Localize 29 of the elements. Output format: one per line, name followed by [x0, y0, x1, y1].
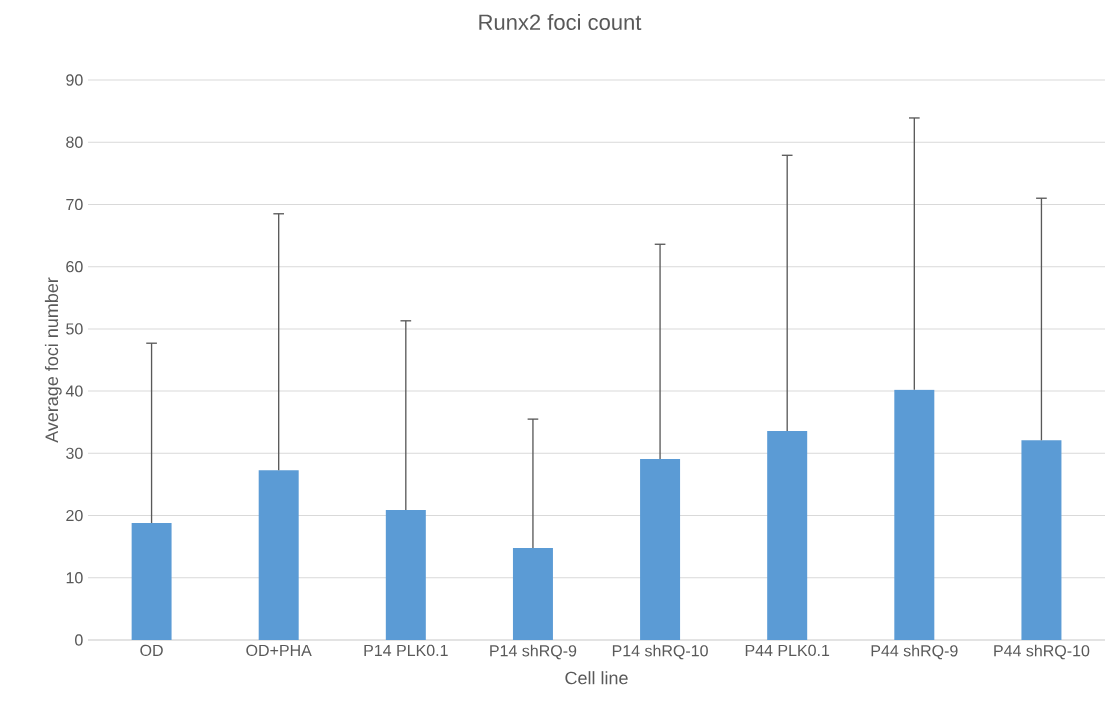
x-tick-label: P44 shRQ-9: [871, 644, 958, 660]
bar: [512, 547, 553, 640]
bar: [258, 470, 299, 640]
y-tick-label: 90: [66, 74, 83, 86]
y-tick-label: 60: [66, 261, 83, 273]
bar: [767, 430, 808, 640]
bar: [894, 389, 935, 640]
y-tick-label: 10: [66, 572, 83, 584]
x-tick-label: OD: [140, 644, 163, 657]
x-tick-label: P44 PLK0.1: [745, 644, 830, 657]
y-tick-label: 40: [65, 385, 83, 397]
y-tick-label: 0: [75, 634, 83, 646]
x-tick-label: P44 shRQ-10: [994, 644, 1090, 660]
bar: [131, 523, 172, 640]
y-axis-title: Average foci number: [44, 277, 62, 443]
x-tick-label: P14 PLK0.1: [364, 644, 448, 657]
y-tick-label: 70: [66, 198, 83, 211]
y-tick-label: 50: [66, 323, 83, 335]
x-axis-title: Cell line: [565, 671, 628, 685]
y-tick-label: 30: [66, 447, 83, 459]
chart-title: Runx2 foci count: [479, 13, 642, 31]
x-tick-label: P14 shRQ-10: [612, 644, 708, 660]
x-tick-label: P14 shRQ-9: [490, 644, 577, 660]
y-tick-label: 80: [66, 136, 83, 148]
bar: [1021, 440, 1062, 640]
bar: [385, 509, 426, 640]
x-tick-label: OD+PHA: [246, 644, 312, 657]
bar: [640, 458, 681, 640]
y-tick-label: 20: [66, 509, 83, 522]
